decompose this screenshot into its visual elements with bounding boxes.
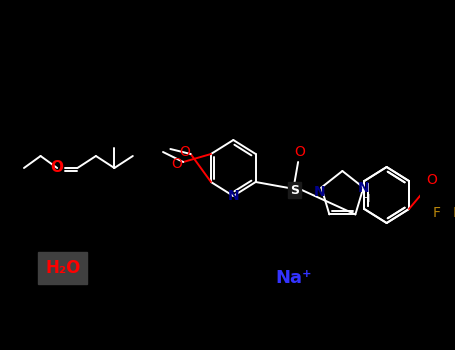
Text: O: O [294, 145, 305, 159]
Text: N: N [228, 189, 239, 203]
Text: O: O [179, 145, 190, 159]
Text: O: O [172, 157, 182, 171]
Text: N: N [313, 184, 325, 198]
Text: H: H [363, 194, 370, 204]
Text: F: F [453, 206, 455, 220]
Text: O: O [427, 173, 438, 187]
Text: O: O [51, 161, 64, 175]
Text: F: F [433, 206, 441, 220]
Text: N: N [358, 181, 369, 195]
Text: H₂O: H₂O [45, 259, 81, 277]
Text: S: S [290, 183, 299, 196]
Text: Na⁺: Na⁺ [275, 269, 312, 287]
